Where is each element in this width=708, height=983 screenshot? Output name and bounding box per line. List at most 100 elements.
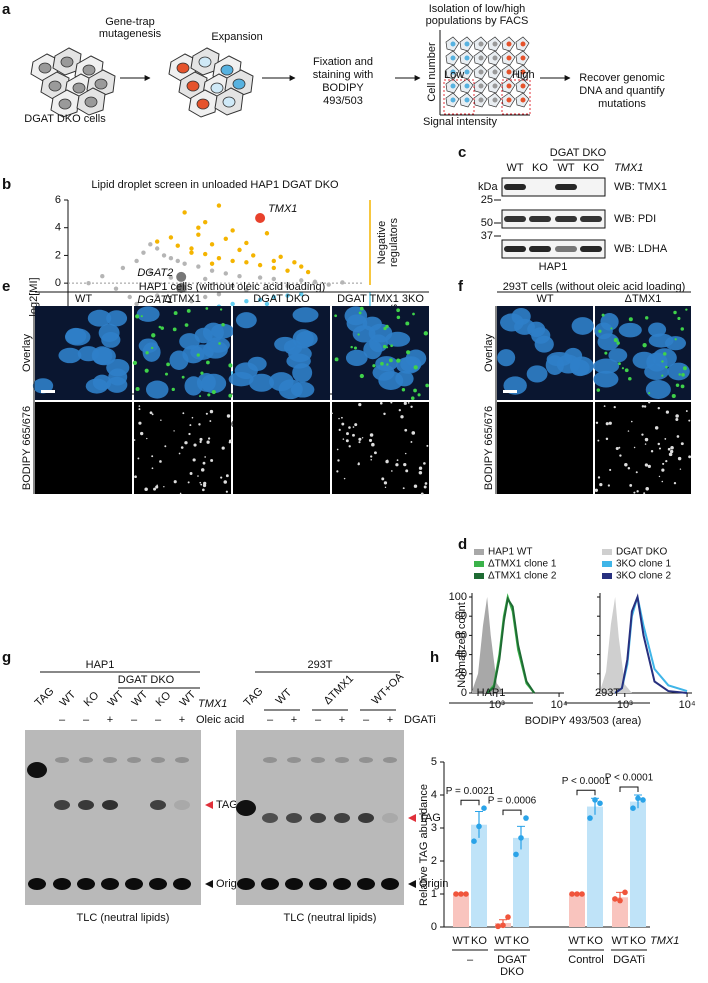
lipid-droplet	[618, 446, 621, 449]
highlight-point	[255, 213, 266, 224]
lipid-droplet	[676, 435, 680, 438]
nucleus	[646, 352, 668, 372]
lipid-droplet	[369, 433, 374, 437]
micrograph	[595, 402, 691, 494]
lipid-droplet	[423, 485, 427, 489]
lipid-droplet	[134, 475, 137, 479]
lipid-droplet	[627, 467, 631, 470]
nucleus	[247, 356, 267, 372]
facs-nucleus	[464, 69, 470, 75]
point	[271, 276, 277, 282]
micrograph	[332, 402, 429, 494]
lipid-droplet	[138, 421, 142, 425]
nucleus	[618, 322, 642, 338]
lipid-droplet	[202, 461, 206, 465]
lipid-droplet	[644, 463, 649, 467]
lipid-droplet	[200, 483, 203, 486]
lipid-droplet	[361, 437, 364, 439]
facs-nucleus	[520, 83, 526, 89]
panel-title: HAP1 cells (without oleic acid loading)	[139, 281, 325, 293]
nucleus	[648, 333, 674, 348]
lipid-droplet	[334, 314, 338, 318]
x-tick-label: KO	[630, 935, 646, 947]
lipid-droplet	[410, 405, 413, 408]
lipid-droplet	[641, 433, 644, 436]
origin-spot	[53, 878, 71, 890]
point	[285, 268, 290, 273]
lipid-droplet	[336, 470, 339, 473]
lipid-droplet	[425, 383, 429, 388]
origin-spot	[237, 878, 255, 890]
lipid-droplet	[665, 410, 670, 414]
p-value: P < 0.0001	[605, 773, 654, 784]
lipid-droplet	[641, 405, 645, 408]
lipid-droplet	[370, 459, 372, 461]
bar	[612, 897, 628, 927]
replicate-point	[622, 889, 628, 896]
faint-band	[151, 757, 165, 763]
nucleus	[210, 82, 224, 94]
lipid-droplet	[209, 409, 214, 414]
lipid-droplet	[334, 357, 339, 362]
lipid-droplet	[358, 437, 362, 441]
point	[230, 228, 235, 233]
facs-nucleus	[464, 41, 470, 47]
lipid-droplet	[371, 442, 375, 447]
lane-label: KO	[154, 689, 174, 709]
replicate-point	[458, 891, 464, 897]
point	[196, 232, 201, 237]
facs-nucleus	[478, 41, 484, 47]
point	[100, 274, 105, 279]
lipid-droplet	[390, 401, 393, 404]
lipid-droplet	[395, 463, 399, 467]
point	[154, 239, 160, 244]
replicate-point	[471, 838, 477, 844]
nucleus	[571, 317, 594, 335]
x-tick-label: 10³	[489, 699, 505, 711]
lipid-droplet	[658, 475, 661, 478]
blot-label: WB: LDHA	[614, 243, 668, 255]
lipid-droplet	[200, 468, 205, 472]
column-label: DGAT DKO	[253, 293, 310, 305]
lipid-droplet	[155, 485, 159, 489]
origin-spot	[28, 878, 46, 890]
point	[154, 293, 160, 298]
axis-label: Signal intensity	[423, 116, 497, 128]
replicate-point	[500, 922, 506, 929]
point	[237, 247, 242, 253]
bar	[630, 801, 646, 927]
facs-nucleus	[478, 55, 484, 61]
nucleus	[249, 373, 274, 392]
lane-label: KO	[532, 162, 548, 174]
lipid-droplet	[417, 393, 421, 397]
x-tick-label: KO	[471, 935, 487, 947]
lipid-droplet	[181, 375, 185, 379]
treatment-sign: +	[291, 714, 297, 726]
lane-label: WT	[557, 162, 574, 174]
lipid-droplet	[424, 482, 428, 485]
lipid-droplet	[337, 459, 340, 462]
replicate-point	[630, 805, 636, 811]
lipid-droplet	[390, 344, 393, 348]
lane-label: TAG	[33, 685, 57, 709]
point	[154, 246, 160, 251]
annotation: Negative	[376, 221, 388, 264]
y-tick-label: 100	[449, 591, 467, 603]
panel-label: c	[458, 144, 466, 161]
lipid-droplet	[374, 451, 377, 455]
area	[472, 597, 504, 693]
lipid-droplet	[605, 422, 609, 426]
point	[230, 301, 235, 307]
area	[600, 597, 632, 693]
group-label: DKO	[500, 966, 524, 978]
nucleus	[346, 314, 368, 333]
scale-bar	[503, 390, 517, 393]
y-tick-label: 0	[461, 687, 467, 699]
lipid-droplet	[384, 486, 387, 489]
nucleus	[58, 347, 82, 364]
step-text: Fixation and	[313, 56, 373, 68]
category-axis-label: TMX1	[650, 935, 679, 947]
nucleus	[534, 335, 554, 353]
lipid-droplet	[610, 327, 613, 330]
band	[504, 246, 526, 252]
